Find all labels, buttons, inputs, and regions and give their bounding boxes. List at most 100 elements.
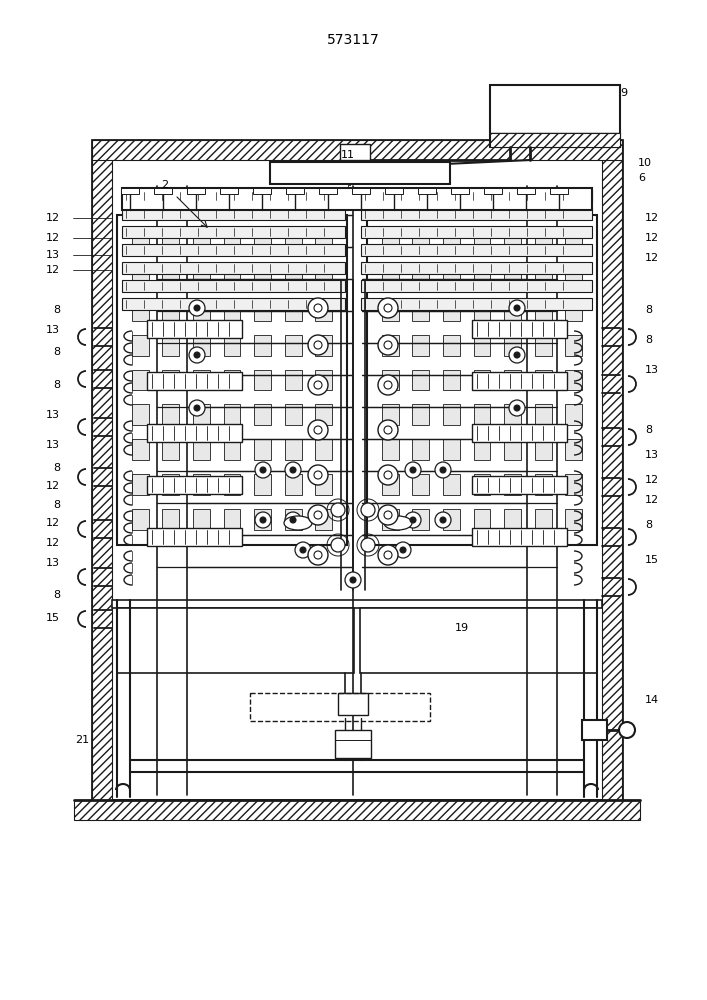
- Ellipse shape: [384, 516, 412, 530]
- Bar: [253, 188, 271, 194]
- Bar: [254, 335, 271, 356]
- Circle shape: [314, 551, 322, 559]
- Bar: [412, 404, 429, 425]
- Bar: [472, 476, 567, 494]
- Circle shape: [378, 420, 398, 440]
- Bar: [220, 188, 238, 194]
- Bar: [315, 509, 332, 530]
- Circle shape: [509, 300, 525, 316]
- Bar: [122, 188, 592, 210]
- Circle shape: [509, 347, 525, 363]
- Bar: [566, 265, 582, 286]
- Circle shape: [384, 471, 392, 479]
- Bar: [361, 298, 592, 310]
- Circle shape: [285, 462, 301, 478]
- Bar: [474, 370, 491, 390]
- Bar: [223, 230, 240, 251]
- Text: 13: 13: [46, 410, 60, 420]
- Bar: [412, 300, 429, 321]
- Bar: [412, 230, 429, 251]
- Bar: [254, 265, 271, 286]
- Text: 13: 13: [46, 558, 60, 568]
- Bar: [443, 509, 460, 530]
- Circle shape: [378, 375, 398, 395]
- Circle shape: [260, 467, 266, 473]
- Circle shape: [378, 505, 398, 525]
- Bar: [382, 230, 399, 251]
- Bar: [504, 474, 521, 495]
- Bar: [122, 226, 345, 238]
- Circle shape: [255, 462, 271, 478]
- Bar: [382, 265, 399, 286]
- Bar: [474, 439, 491, 460]
- Text: 6: 6: [638, 173, 645, 183]
- Bar: [163, 335, 180, 356]
- Circle shape: [405, 512, 421, 528]
- Circle shape: [400, 547, 406, 553]
- Bar: [566, 439, 582, 460]
- Bar: [132, 370, 148, 390]
- Bar: [254, 509, 271, 530]
- Bar: [270, 162, 450, 184]
- Bar: [154, 188, 172, 194]
- Text: 12: 12: [46, 233, 60, 243]
- Bar: [484, 188, 502, 194]
- Text: 12: 12: [46, 213, 60, 223]
- Bar: [286, 188, 304, 194]
- Bar: [223, 300, 240, 321]
- Circle shape: [619, 722, 635, 738]
- Bar: [566, 335, 582, 356]
- Circle shape: [378, 298, 398, 318]
- Bar: [534, 335, 551, 356]
- Bar: [132, 300, 148, 321]
- Bar: [193, 265, 210, 286]
- Bar: [193, 230, 210, 251]
- Bar: [147, 424, 242, 442]
- Bar: [223, 439, 240, 460]
- Text: 19: 19: [455, 623, 469, 633]
- Bar: [163, 509, 180, 530]
- Bar: [412, 335, 429, 356]
- Bar: [315, 404, 332, 425]
- Circle shape: [514, 405, 520, 411]
- Bar: [382, 300, 399, 321]
- Text: 8: 8: [53, 347, 60, 357]
- Bar: [315, 370, 332, 390]
- Bar: [504, 439, 521, 460]
- Bar: [517, 188, 535, 194]
- Bar: [254, 439, 271, 460]
- Bar: [147, 372, 242, 390]
- Bar: [285, 265, 302, 286]
- Bar: [223, 404, 240, 425]
- Bar: [474, 509, 491, 530]
- Circle shape: [314, 426, 322, 434]
- Bar: [193, 370, 210, 390]
- Bar: [335, 730, 371, 758]
- Bar: [122, 190, 345, 202]
- Bar: [504, 300, 521, 321]
- Bar: [285, 300, 302, 321]
- Bar: [504, 335, 521, 356]
- Bar: [147, 476, 242, 494]
- Bar: [223, 474, 240, 495]
- Bar: [254, 230, 271, 251]
- Circle shape: [331, 503, 345, 517]
- Bar: [193, 509, 210, 530]
- Circle shape: [410, 517, 416, 523]
- Circle shape: [435, 462, 451, 478]
- Bar: [472, 424, 567, 442]
- Circle shape: [314, 304, 322, 312]
- Bar: [132, 265, 148, 286]
- Bar: [315, 265, 332, 286]
- Bar: [361, 280, 592, 292]
- Bar: [443, 474, 460, 495]
- Bar: [474, 335, 491, 356]
- Text: 573117: 573117: [327, 33, 380, 47]
- Bar: [352, 188, 370, 194]
- Bar: [254, 474, 271, 495]
- Circle shape: [350, 577, 356, 583]
- Circle shape: [361, 503, 375, 517]
- Bar: [285, 335, 302, 356]
- Circle shape: [290, 467, 296, 473]
- Bar: [412, 474, 429, 495]
